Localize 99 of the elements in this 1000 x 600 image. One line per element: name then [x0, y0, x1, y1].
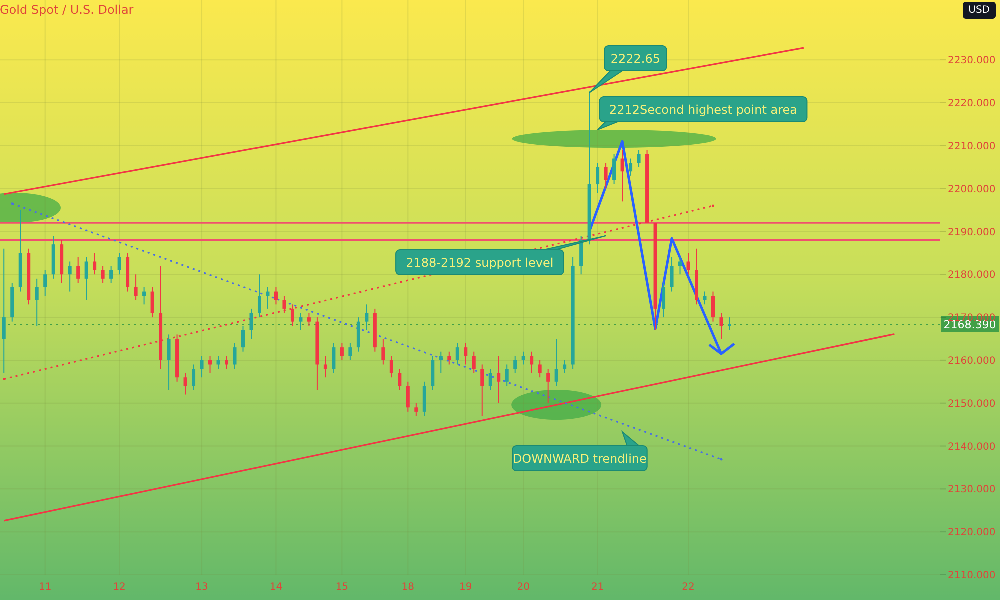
- candlestick: [142, 287, 146, 306]
- candlestick: [414, 402, 418, 417]
- x-tick-label: 15: [336, 582, 349, 594]
- candlestick: [406, 381, 410, 412]
- y-tick-label: 2190.000: [948, 227, 996, 238]
- candlestick: [472, 351, 476, 374]
- candlestick: [398, 368, 402, 391]
- candlestick: [554, 338, 558, 387]
- candlestick: [241, 326, 245, 352]
- candlestick: [101, 266, 105, 284]
- candlestick: [208, 356, 212, 374]
- annotation: 2188-2192 support level: [406, 256, 554, 270]
- candlestick: [2, 248, 6, 374]
- y-tick-label: 2200.000: [948, 184, 996, 196]
- candlestick: [299, 312, 303, 331]
- x-tick-label: 13: [196, 582, 208, 594]
- candlestick: [365, 304, 369, 331]
- chart-title: Gold Spot / U.S. Dollar: [0, 3, 134, 17]
- candlestick: [720, 312, 724, 340]
- candlestick: [84, 256, 88, 301]
- y-tick-label: 2120.000: [948, 528, 996, 539]
- candlestick: [307, 312, 311, 327]
- candlestick: [620, 150, 624, 202]
- candlestick: [678, 256, 682, 276]
- x-tick-label: 12: [113, 582, 126, 594]
- candlestick: [563, 360, 567, 374]
- candlestick: [514, 356, 518, 374]
- candlestick: [282, 296, 286, 314]
- candlestick: [448, 351, 452, 366]
- candlestick: [35, 278, 39, 327]
- candlestick: [612, 154, 616, 186]
- x-tick-label: 18: [402, 582, 415, 594]
- candlestick: [200, 356, 204, 378]
- candlestick: [604, 162, 608, 190]
- candlestick: [44, 270, 48, 297]
- y-tick-label: 2160.000: [948, 356, 996, 367]
- x-tick-label: 14: [270, 582, 283, 594]
- candlestick: [670, 256, 674, 292]
- candlestick: [480, 364, 484, 417]
- candlestick: [332, 342, 336, 374]
- candlestick: [184, 372, 188, 396]
- candlestick: [324, 356, 328, 378]
- candlestick: [274, 287, 278, 306]
- y-tick-label: 2130.000: [948, 484, 996, 496]
- candlestick: [637, 150, 641, 168]
- y-axis-title: USD: [962, 2, 996, 19]
- candlestick: [522, 351, 526, 366]
- candlestick: [629, 158, 633, 176]
- candlestick: [258, 274, 262, 318]
- x-tick-label: 21: [591, 582, 604, 594]
- candlestick: [134, 274, 138, 301]
- candlestick: [464, 342, 468, 366]
- candlestick: [439, 351, 443, 374]
- x-tick-label: 22: [682, 582, 695, 594]
- candlestick: [530, 351, 534, 374]
- candlestick: [68, 261, 72, 292]
- candlestick: [250, 308, 254, 340]
- candlestick: [150, 287, 154, 318]
- candlestick: [216, 356, 220, 370]
- candlestick: [76, 256, 80, 284]
- candlestick: [596, 162, 600, 194]
- candlestick: [546, 368, 550, 404]
- candlestick: [348, 342, 352, 361]
- y-tick-label: 2140.000: [948, 442, 996, 453]
- candlestick: [686, 252, 690, 276]
- annotation: 2222.65: [610, 52, 660, 66]
- y-tick-label: 2110.000: [948, 570, 996, 582]
- candlestick: [118, 252, 122, 276]
- x-tick-label: 20: [517, 582, 530, 594]
- candlestick: [382, 338, 386, 366]
- y-tick-label: 2150.000: [948, 398, 996, 410]
- candlestick: [728, 317, 732, 331]
- x-tick-label: 11: [38, 582, 52, 594]
- y-tick-label: 2180.000: [948, 270, 996, 282]
- candlestick: [456, 342, 460, 366]
- candlestick: [711, 291, 715, 322]
- y-tick-label: 2230.000: [948, 56, 996, 67]
- candlestick: [290, 304, 294, 327]
- candlestick: [497, 356, 501, 404]
- annotation: 2212Second highest point area: [610, 103, 798, 117]
- candlestick: [93, 252, 97, 276]
- candlestick: [192, 364, 196, 391]
- candlestick: [488, 368, 492, 391]
- candlestick: [225, 356, 229, 370]
- candlestick: [390, 356, 394, 378]
- callout-box: 2222.65: [589, 46, 668, 94]
- candlestick: [505, 364, 509, 387]
- candlestick: [266, 287, 270, 310]
- y-tick-label: 2210.000: [948, 141, 996, 152]
- candlestick: [662, 282, 666, 318]
- candlestick: [538, 360, 542, 378]
- candlestick: [703, 291, 707, 306]
- candlestick: [167, 334, 171, 391]
- x-tick-label: 19: [460, 582, 472, 594]
- annotation: DOWNWARD trendline: [512, 452, 647, 466]
- candlestick: [110, 266, 114, 284]
- candlestick: [233, 342, 237, 370]
- y-tick-label: 2220.000: [948, 98, 996, 110]
- candlestick: [340, 342, 344, 361]
